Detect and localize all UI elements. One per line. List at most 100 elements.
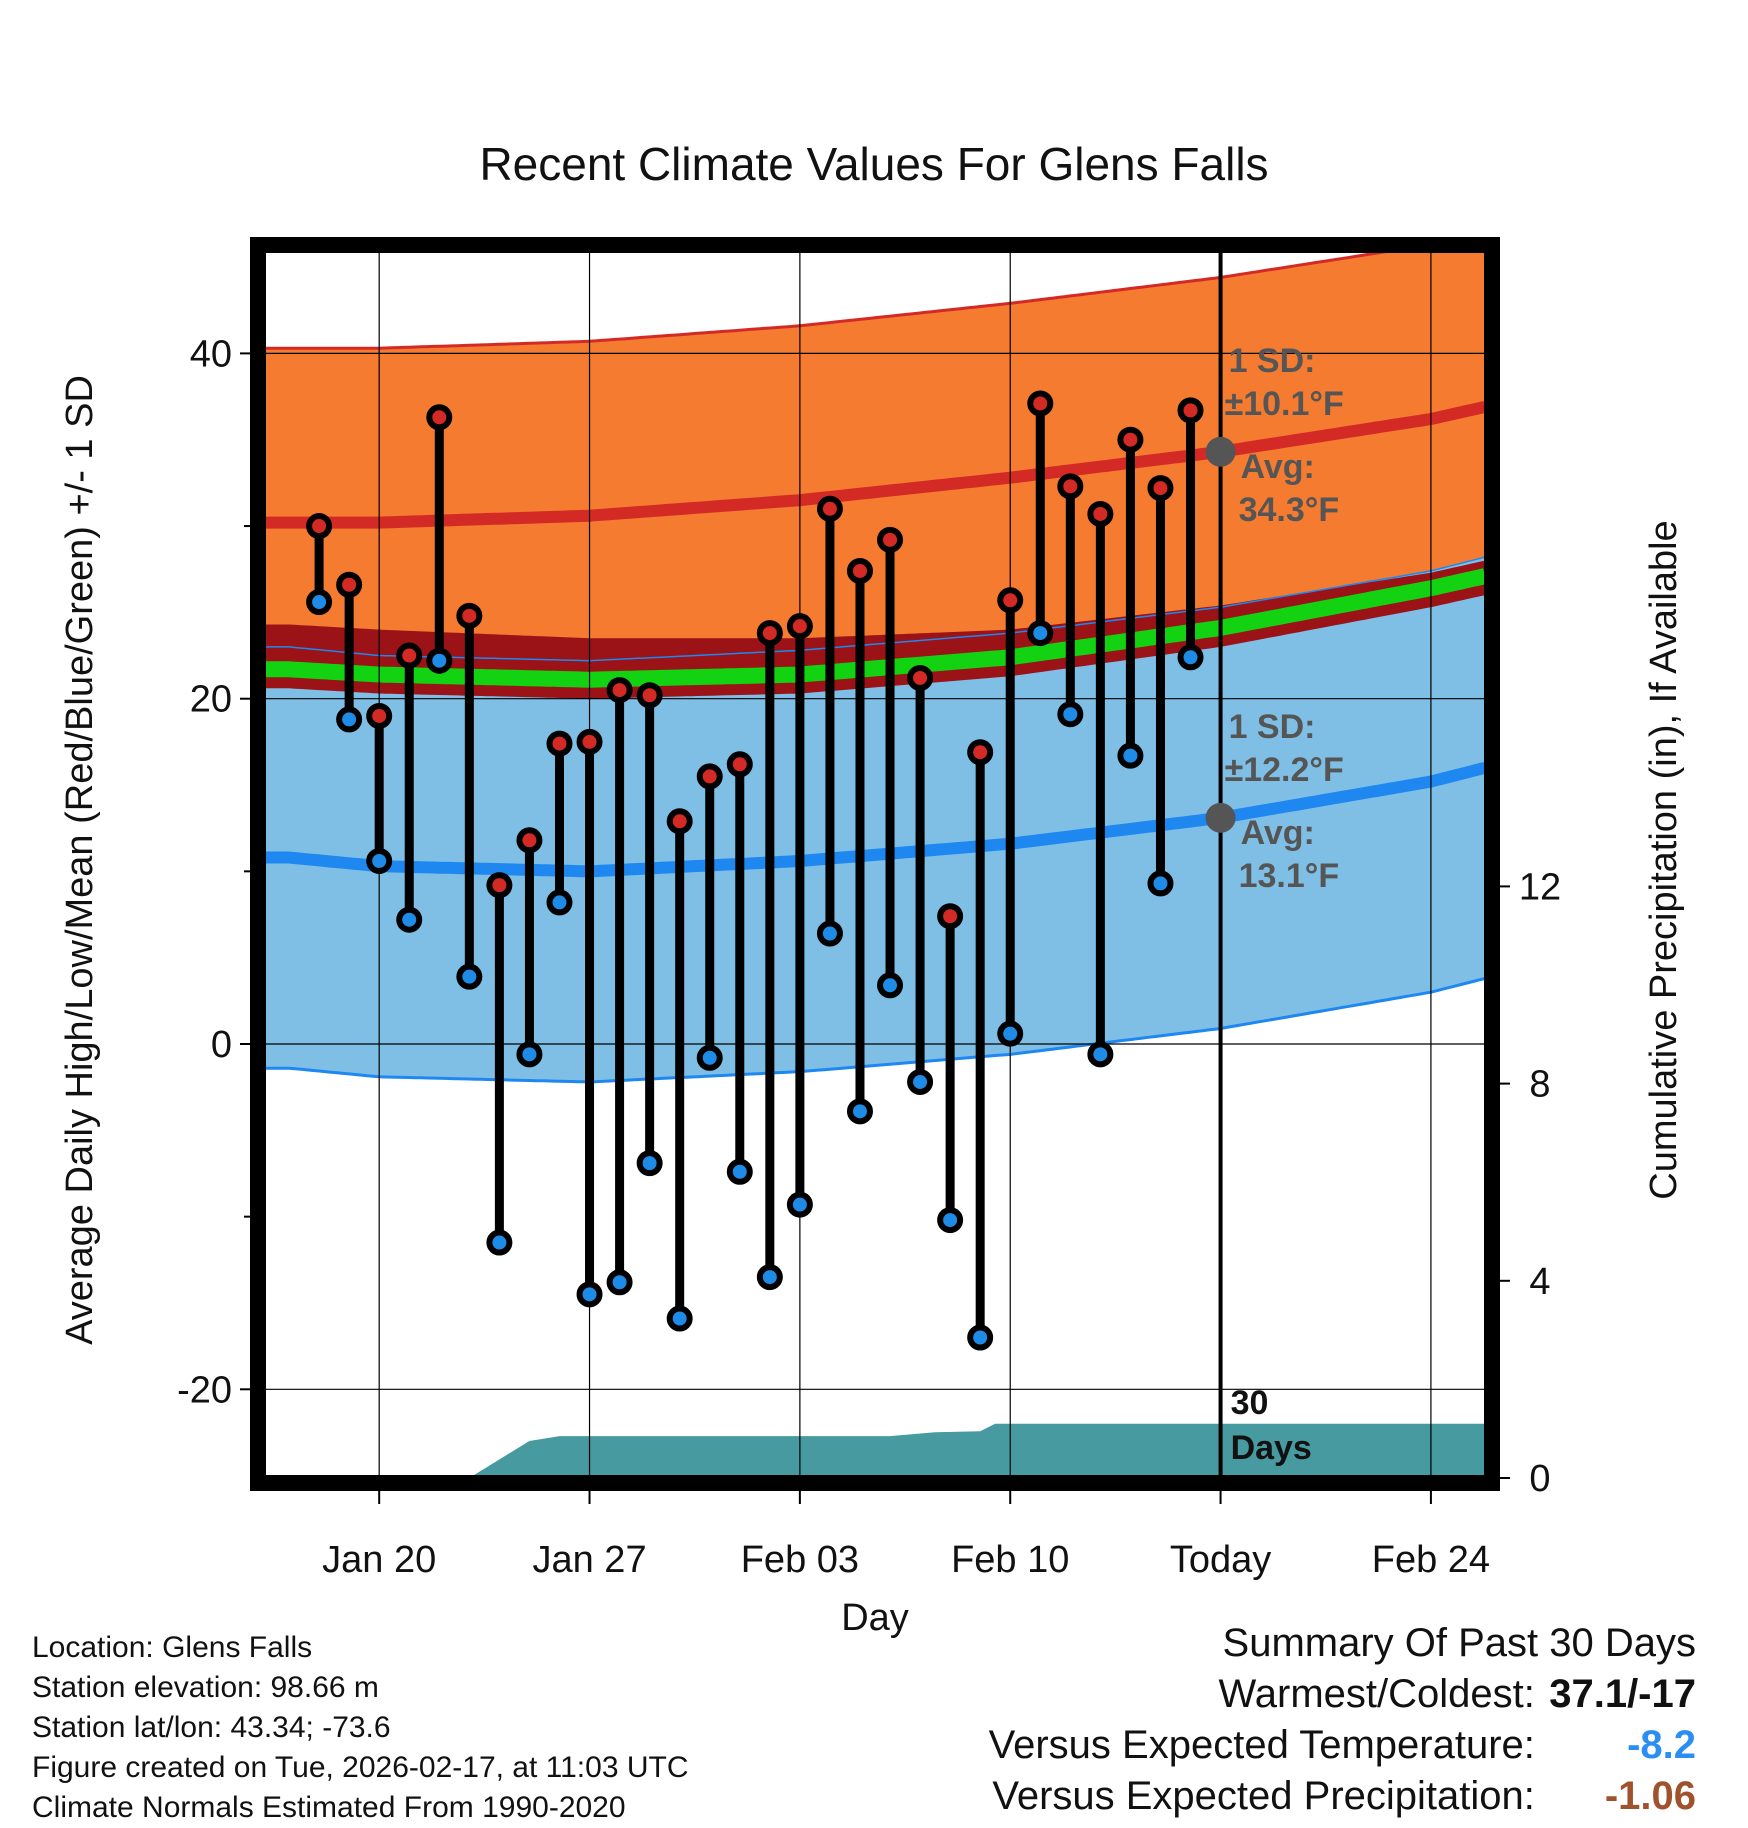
low-marker (756, 1264, 783, 1291)
summary-precip-row: Versus Expected Precipitation: -1.06 (989, 1771, 1696, 1822)
low-marker (666, 1305, 693, 1332)
chart-title: Recent Climate Values For Glens Falls (479, 138, 1268, 190)
high-marker (666, 808, 693, 835)
y2-axis-label: Cumulative Precipitation (in), If Availa… (1643, 520, 1685, 1199)
low-marker (1027, 620, 1054, 647)
precip-value: -1.06 (1604, 1774, 1696, 1818)
high-marker (336, 571, 363, 598)
low-avg-dot (1205, 802, 1236, 833)
high-marker (546, 730, 573, 757)
low-sd-label: 1 SD: (1229, 708, 1316, 746)
low-marker (786, 1191, 813, 1218)
x-tick-label: Feb 24 (1372, 1539, 1490, 1581)
y2-tick-label: 0 (1529, 1458, 1550, 1500)
low-marker (997, 1020, 1024, 1047)
high-marker (636, 682, 663, 709)
low-marker (516, 1041, 543, 1068)
low-marker (1147, 870, 1174, 897)
temp-label: Versus Expected Temperature: (988, 1723, 1535, 1767)
low-marker (907, 1068, 934, 1095)
latlon-text: Station lat/lon: 43.34; -73.6 (32, 1711, 391, 1744)
elevation-text: Station elevation: 98.66 m (32, 1671, 379, 1704)
today-window-label: 30 Days (1231, 1384, 1312, 1467)
high-sd-value: ±10.1°F (1225, 385, 1344, 423)
location-text: Location: Glens Falls (32, 1631, 313, 1664)
high-marker (786, 613, 813, 640)
low-marker (877, 972, 904, 999)
low-avg-label: Avg: (1241, 814, 1315, 852)
low-marker (696, 1044, 723, 1071)
low-lower-sd-line (265, 976, 1485, 1084)
low-marker (726, 1158, 753, 1185)
high-sd-band (265, 252, 1485, 697)
warmest-label: Warmest/Coldest: (1218, 1672, 1535, 1716)
high-upper-sd-line (265, 252, 1394, 350)
high-sd-label: 1 SD: (1229, 342, 1316, 380)
high-marker (576, 728, 603, 755)
low-marker (937, 1207, 964, 1234)
low-marker (606, 1269, 633, 1296)
x-tick-label: Feb 10 (951, 1539, 1069, 1581)
low-marker (816, 920, 843, 947)
low-marker (967, 1324, 994, 1351)
low-marker (1057, 701, 1084, 728)
y-axis-label: Average Daily High/Low/Mean (Red/Blue/Gr… (59, 375, 101, 1345)
high-marker (486, 872, 513, 899)
created-text: Figure created on Tue, 2026-02-17, at 11… (32, 1751, 689, 1784)
high-marker (997, 587, 1024, 614)
mean-band (265, 560, 1485, 699)
high-marker (426, 404, 453, 431)
y-tick-label: 0 (211, 1024, 232, 1066)
high-avg-dot (1205, 436, 1236, 467)
low-marker (1177, 644, 1204, 671)
x-tick-label: Today (1170, 1539, 1271, 1581)
high-marker (907, 664, 934, 691)
low-marker (1117, 742, 1144, 769)
low-marker (576, 1281, 603, 1308)
precip-area (472, 1423, 1485, 1476)
y-tick-label: 40 (190, 333, 232, 375)
high-marker (967, 739, 994, 766)
x-axis-label: Day (841, 1597, 909, 1639)
summary-panel: Summary Of Past 30 Days Warmest/Coldest:… (989, 1618, 1696, 1822)
y-tick-label: -20 (177, 1369, 232, 1411)
high-marker (1177, 397, 1204, 424)
high-marker (456, 602, 483, 629)
high-marker (756, 620, 783, 647)
low-marker (426, 647, 453, 674)
x-tick-label: Feb 03 (741, 1539, 859, 1581)
low-sd-value: ±12.2°F (1225, 751, 1344, 789)
high-marker (516, 827, 543, 854)
low-avg-value: 13.1°F (1239, 857, 1340, 895)
y2-tick-label: 8 (1529, 1064, 1550, 1106)
y-tick-label: 20 (190, 679, 232, 721)
low-marker (1087, 1041, 1114, 1068)
high-marker (1087, 500, 1114, 527)
summary-temp-row: Versus Expected Temperature: -8.2 (989, 1720, 1696, 1771)
high-avg-label: Avg: (1241, 448, 1315, 486)
precip-label: Versus Expected Precipitation: (992, 1774, 1535, 1818)
high-marker (846, 557, 873, 584)
y2-tick-label: 4 (1529, 1261, 1550, 1303)
high-marker (1057, 473, 1084, 500)
high-marker (696, 763, 723, 790)
low-marker (636, 1150, 663, 1177)
low-marker (456, 963, 483, 990)
high-marker (1147, 475, 1174, 502)
high-marker (937, 903, 964, 930)
warmest-value: 37.1/-17 (1549, 1672, 1696, 1716)
station-info: Location: Glens Falls Station elevation:… (32, 1628, 689, 1828)
low-marker (486, 1229, 513, 1256)
high-marker (877, 526, 904, 553)
high-marker (606, 677, 633, 704)
high-marker (726, 751, 753, 778)
low-marker (846, 1098, 873, 1125)
low-marker (366, 847, 393, 874)
high-marker (816, 495, 843, 522)
summary-title: Summary Of Past 30 Days (1222, 1621, 1696, 1665)
summary-warmest-row: Warmest/Coldest: 37.1/-17 (989, 1669, 1697, 1720)
normals-text: Climate Normals Estimated From 1990-2020 (32, 1791, 626, 1824)
low-marker (546, 889, 573, 916)
high-avg-value: 34.3°F (1239, 491, 1340, 529)
